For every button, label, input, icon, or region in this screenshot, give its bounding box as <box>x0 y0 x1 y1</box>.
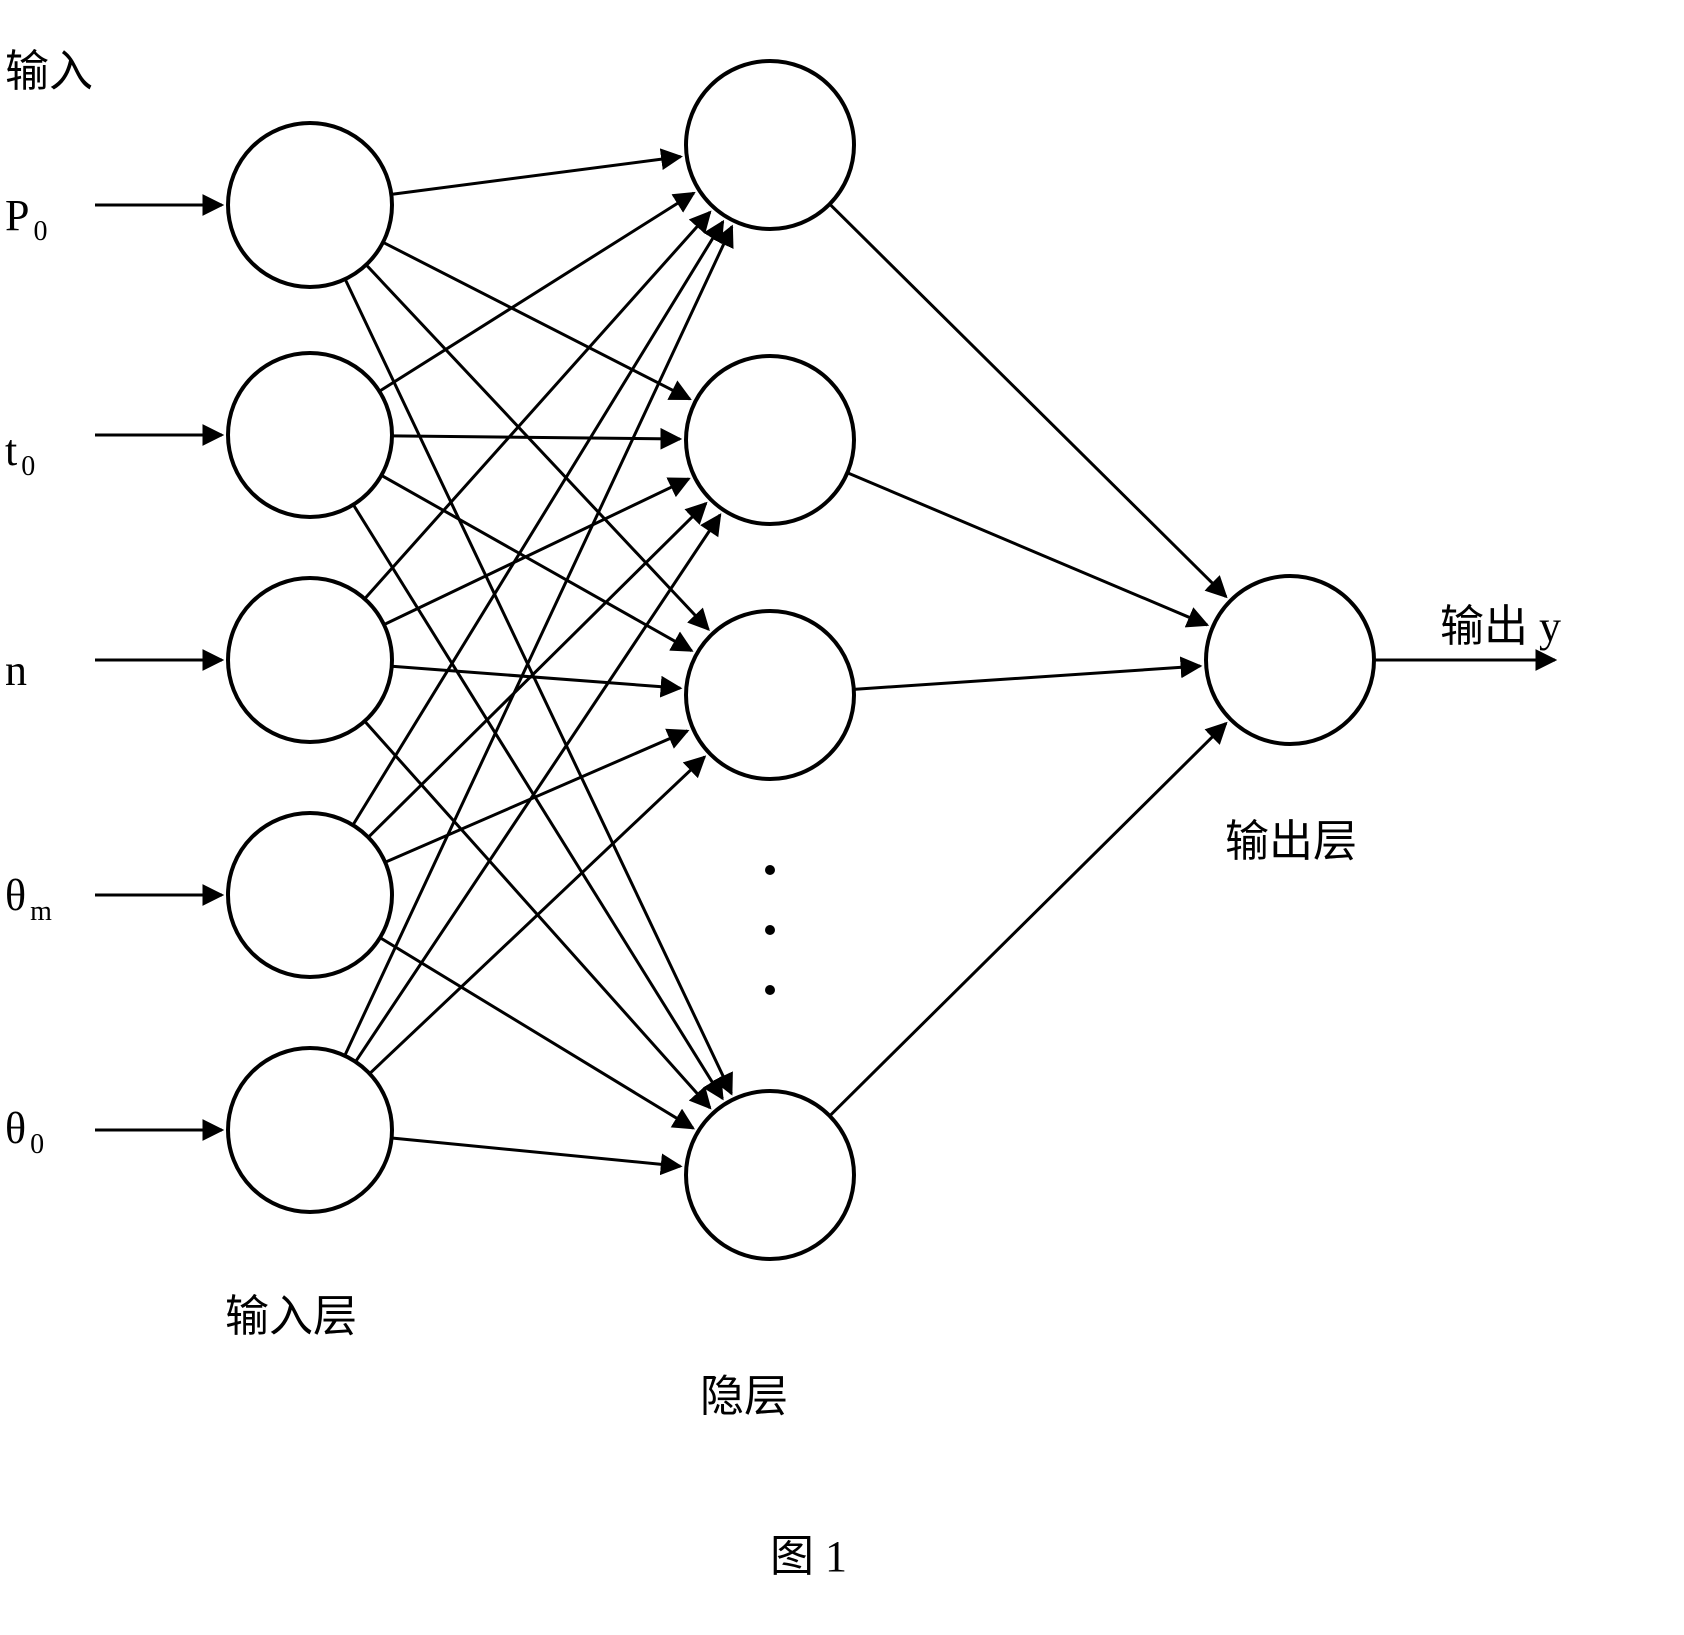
input-variable-subscript: 0 <box>21 451 35 482</box>
edge-input-hidden <box>370 757 705 1074</box>
edge-input-hidden <box>392 436 680 439</box>
hidden-node <box>686 61 854 229</box>
edge-input-hidden <box>380 938 693 1129</box>
edge-hidden-output <box>854 666 1200 689</box>
neural-network-diagram <box>0 0 1684 1635</box>
input-variable-label: P0 <box>5 190 47 248</box>
input-variable-subscript: 0 <box>30 1129 44 1160</box>
edge-input-hidden <box>392 1138 681 1166</box>
edge-hidden-output <box>847 473 1207 625</box>
edge-input-hidden <box>383 242 690 399</box>
output-node <box>1206 576 1374 744</box>
edge-input-hidden <box>384 479 689 625</box>
ellipsis-dot <box>765 925 775 935</box>
input-variable-label: n <box>5 645 27 696</box>
input-layer-label: 输入层 <box>225 1280 357 1344</box>
input-variable-subscript: 0 <box>33 216 47 247</box>
edge-input-hidden <box>365 212 710 599</box>
output-layer-label: 输出层 <box>1225 805 1357 869</box>
input-node <box>228 578 392 742</box>
input-variable-main: t <box>5 426 17 475</box>
edge-hidden-output <box>830 723 1226 1116</box>
input-variable-main: P <box>5 191 29 240</box>
input-node <box>228 353 392 517</box>
input-header-label: 输入 <box>5 35 93 99</box>
edge-hidden-output <box>830 204 1226 597</box>
output-text-label: 输出 y <box>1440 590 1561 654</box>
ellipsis-dot <box>765 985 775 995</box>
hidden-node <box>686 356 854 524</box>
input-node <box>228 1048 392 1212</box>
hidden-node <box>686 1091 854 1259</box>
hidden-layer-label: 隐层 <box>700 1360 788 1424</box>
edge-input-hidden <box>391 157 680 195</box>
input-variable-main: θ <box>5 871 26 920</box>
ellipsis-dot <box>765 865 775 875</box>
edge-input-hidden <box>379 193 694 391</box>
figure-title: 图 1 <box>770 1520 847 1584</box>
input-variable-label: t0 <box>5 425 35 483</box>
input-variable-main: θ <box>5 1104 26 1153</box>
edge-input-hidden <box>353 222 723 825</box>
input-variable-subscript: m <box>30 896 52 927</box>
hidden-node <box>686 611 854 779</box>
input-variable-label: θm <box>5 870 52 928</box>
input-node <box>228 123 392 287</box>
input-variable-label: θ0 <box>5 1103 44 1161</box>
input-variable-main: n <box>5 646 27 695</box>
input-node <box>228 813 392 977</box>
